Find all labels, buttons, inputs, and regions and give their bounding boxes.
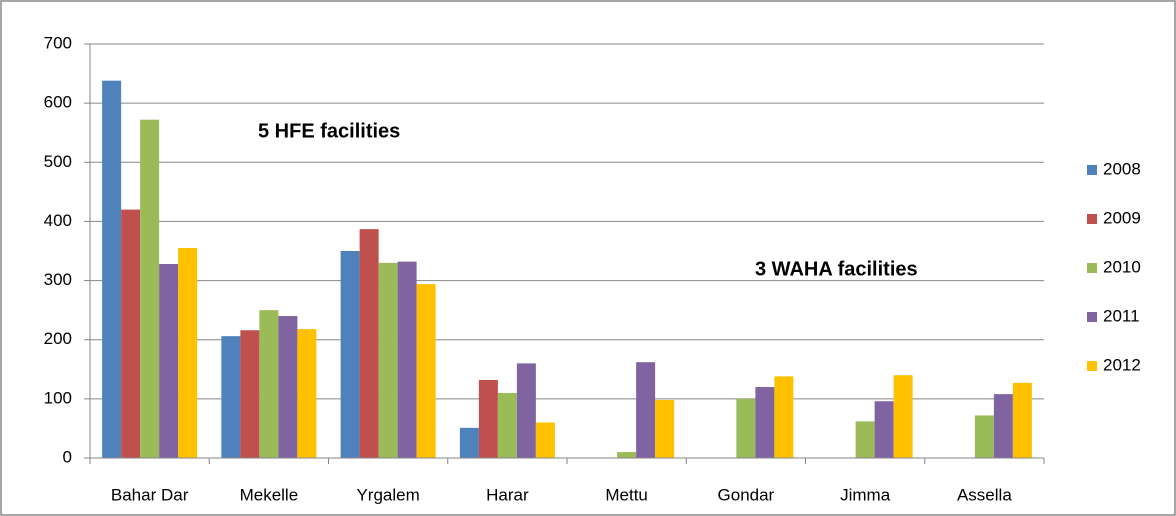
bar <box>178 248 198 458</box>
y-tick-label: 400 <box>44 211 72 230</box>
bar <box>259 310 279 458</box>
bar <box>140 119 160 459</box>
bar <box>655 400 675 458</box>
bar <box>974 415 994 458</box>
legend-label: 2012 <box>1103 355 1141 374</box>
bar <box>240 330 260 458</box>
bar <box>516 363 536 458</box>
x-tick-label: Jimma <box>840 485 891 504</box>
bar <box>221 336 241 458</box>
bar <box>416 284 436 458</box>
y-tick-label: 600 <box>44 93 72 112</box>
bar <box>774 376 794 458</box>
y-tick-label: 700 <box>44 33 72 52</box>
legend-label: 2010 <box>1103 257 1141 276</box>
bar <box>159 264 179 458</box>
bar <box>459 427 479 458</box>
bar <box>993 394 1013 458</box>
legend-label: 2011 <box>1103 306 1140 325</box>
annotation: 5 HFE facilities <box>258 120 400 142</box>
y-tick-label: 200 <box>44 329 72 348</box>
legend-swatch <box>1087 312 1097 322</box>
legend-swatch <box>1087 165 1097 175</box>
x-tick-label: Assella <box>957 485 1012 504</box>
bar <box>874 401 894 458</box>
legend-label: 2008 <box>1103 159 1141 178</box>
x-tick-label: Harar <box>486 485 529 504</box>
x-tick-label: Mekelle <box>240 485 299 504</box>
bar <box>121 209 141 458</box>
bar <box>617 452 637 458</box>
bar <box>755 387 775 458</box>
bar <box>278 316 298 458</box>
y-tick-label: 100 <box>44 388 72 407</box>
bar <box>397 261 417 458</box>
x-tick-label: Gondar <box>718 485 775 504</box>
bar <box>736 398 756 458</box>
bar <box>378 262 398 458</box>
x-tick-label: Mettu <box>605 485 648 504</box>
y-tick-label: 500 <box>44 152 72 171</box>
bar <box>855 421 875 458</box>
bar <box>497 392 517 458</box>
x-tick-label: Yrgalem <box>356 485 419 504</box>
legend-swatch <box>1087 263 1097 273</box>
y-tick-label: 300 <box>44 270 72 289</box>
y-tick-label: 0 <box>63 447 72 466</box>
annotation: 3 WAHA facilities <box>755 258 918 280</box>
bar <box>478 379 498 458</box>
bar <box>340 251 360 458</box>
bar <box>535 422 555 458</box>
x-tick-label: Bahar Dar <box>111 485 189 504</box>
bar <box>1012 382 1032 458</box>
bar <box>359 229 379 458</box>
bar <box>636 362 656 458</box>
bar <box>297 329 317 458</box>
bar <box>102 80 122 458</box>
legend-swatch <box>1087 361 1097 371</box>
bar <box>893 375 913 458</box>
legend-swatch <box>1087 214 1097 224</box>
legend-label: 2009 <box>1103 208 1141 227</box>
